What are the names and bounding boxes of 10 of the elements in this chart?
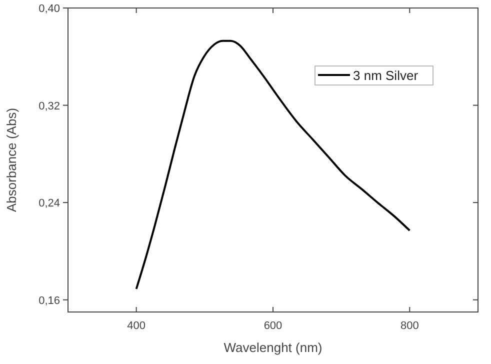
x-axis-title: Wavelenght (nm) — [224, 340, 322, 355]
x-tick-label: 400 — [127, 320, 146, 332]
x-tick-label: 800 — [400, 320, 419, 332]
y-axis-title: Absorbance (Abs) — [4, 108, 19, 212]
y-tick-label: 0,16 — [38, 294, 60, 307]
y-tick-label: 0,32 — [38, 100, 60, 112]
x-tick-label: 600 — [264, 320, 282, 332]
legend-label: 3 nm Silver — [353, 68, 419, 83]
y-tick-label: 0,40 — [38, 3, 60, 15]
y-tick-label: 0,24 — [38, 198, 60, 210]
